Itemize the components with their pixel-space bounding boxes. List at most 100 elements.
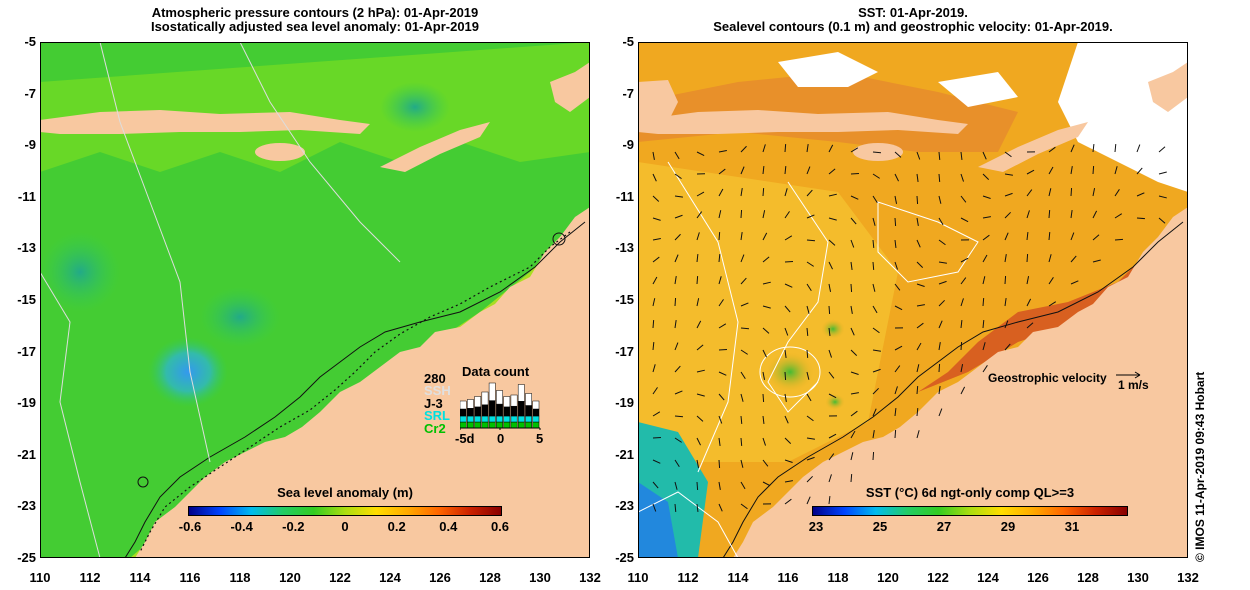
velocity-arrow xyxy=(982,234,990,241)
velocity-arrow xyxy=(718,210,722,219)
velocity-arrow xyxy=(1158,195,1167,199)
data-count-histogram xyxy=(460,382,541,430)
sst-colorbar-tick: 23 xyxy=(808,519,824,534)
sst-colorbar-tick: 31 xyxy=(1064,519,1080,534)
velocity-arrow xyxy=(872,261,875,271)
velocity-arrow xyxy=(916,430,920,439)
velocity-arrow xyxy=(652,217,661,221)
histogram-bar xyxy=(467,408,474,417)
velocity-legend-arrow xyxy=(1116,371,1141,379)
velocity-arrow xyxy=(740,393,744,402)
velocity-arrow xyxy=(652,173,657,182)
histogram-bar xyxy=(474,415,482,423)
sla-mooring-marker-west xyxy=(137,476,149,488)
velocity-arrow xyxy=(674,365,681,373)
velocity-arrow xyxy=(850,327,855,336)
velocity-arrow xyxy=(1070,280,1079,285)
velocity-arrow xyxy=(1048,277,1054,285)
velocity-arrow xyxy=(718,253,721,263)
velocity-arrow xyxy=(1048,146,1056,153)
left-lon-tick: 132 xyxy=(579,570,601,585)
right-lon-tick: 128 xyxy=(1077,570,1099,585)
histogram-bar xyxy=(467,421,474,429)
velocity-arrow xyxy=(784,437,792,444)
velocity-arrow xyxy=(784,260,794,263)
velocity-arrow xyxy=(960,217,969,223)
histogram-bar xyxy=(510,421,518,429)
velocity-arrow xyxy=(740,459,744,468)
histogram-bar xyxy=(496,390,503,405)
left-lat-tick: -7 xyxy=(24,85,36,101)
histogram-bar xyxy=(467,415,474,423)
left-lon-tick: 122 xyxy=(329,570,351,585)
sst-sealevel-contour-4 xyxy=(638,491,739,558)
velocity-arrow xyxy=(652,151,655,160)
velocity-arrow xyxy=(740,371,746,379)
velocity-arrow xyxy=(652,276,658,285)
velocity-arrow xyxy=(696,253,699,263)
velocity-arrow xyxy=(828,433,837,439)
velocity-arrow xyxy=(1136,192,1145,197)
data-count-tick-5: 5 xyxy=(536,431,544,446)
velocity-arrow xyxy=(872,327,880,334)
right-lat-tick: -5 xyxy=(622,34,634,49)
velocity-arrow xyxy=(762,305,771,309)
credit-text: © IMOS 11-Apr-2019 09:43 Hobart xyxy=(1193,371,1207,562)
velocity-arrow xyxy=(696,211,703,219)
velocity-arrow xyxy=(762,371,766,380)
velocity-arrow xyxy=(806,239,816,242)
velocity-arrow xyxy=(1026,253,1029,263)
histogram-bar xyxy=(525,405,532,417)
velocity-arrow xyxy=(1004,211,1011,219)
velocity-arrow xyxy=(938,239,946,246)
sst-warm-coast xyxy=(918,212,1188,392)
histogram-bar xyxy=(525,421,532,429)
histogram-bar xyxy=(481,404,489,417)
velocity-arrow xyxy=(982,276,986,285)
histogram-bar xyxy=(503,396,511,408)
right-lat-tick: -21 xyxy=(615,446,634,462)
velocity-arrow xyxy=(784,459,793,463)
velocity-arrow xyxy=(872,387,879,395)
velocity-arrow xyxy=(784,235,793,241)
velocity-arrow xyxy=(806,349,809,359)
velocity-arrow xyxy=(718,149,727,153)
right-lon-tick: 122 xyxy=(927,570,949,585)
velocity-arrow xyxy=(762,187,765,197)
velocity-arrow xyxy=(872,349,881,352)
velocity-arrow xyxy=(762,349,767,358)
velocity-arrow xyxy=(982,319,985,329)
velocity-arrow xyxy=(850,305,853,314)
sst-colorbar-tick: 27 xyxy=(936,519,952,534)
sla-colorbar-tick: -0.6 xyxy=(178,519,202,534)
velocity-arrow xyxy=(938,408,943,417)
sst-map-frame xyxy=(638,42,1188,558)
velocity-arrow xyxy=(894,173,899,182)
velocity-arrow xyxy=(938,320,943,329)
sst-island-new-guinea xyxy=(1148,62,1188,112)
velocity-arrow xyxy=(652,503,657,512)
histogram-bar xyxy=(517,401,525,417)
velocity-arrow xyxy=(674,233,681,241)
velocity-arrow xyxy=(850,172,860,175)
velocity-arrow xyxy=(674,342,679,351)
velocity-arrow xyxy=(1004,298,1007,307)
velocity-arrow xyxy=(784,327,789,336)
velocity-arrow xyxy=(806,214,815,219)
velocity-arrow xyxy=(740,254,745,263)
sst-colorbar-label: SST (°C) 6d ngt-only comp QL>=3 xyxy=(865,485,1075,500)
velocity-arrow xyxy=(652,364,656,373)
velocity-arrow xyxy=(1136,144,1141,153)
velocity-arrow xyxy=(718,503,723,512)
velocity-arrow xyxy=(894,151,902,158)
velocity-arrow xyxy=(718,188,724,197)
histogram-bar xyxy=(474,421,482,429)
sla-island-new-guinea xyxy=(550,62,590,112)
velocity-arrow xyxy=(806,144,809,153)
velocity-arrow xyxy=(806,283,812,291)
histogram-bar xyxy=(488,415,496,423)
histogram-bar xyxy=(496,415,503,423)
velocity-arrow xyxy=(894,365,901,373)
left-lat-tick: -11 xyxy=(17,188,36,204)
velocity-arrow xyxy=(938,151,941,161)
